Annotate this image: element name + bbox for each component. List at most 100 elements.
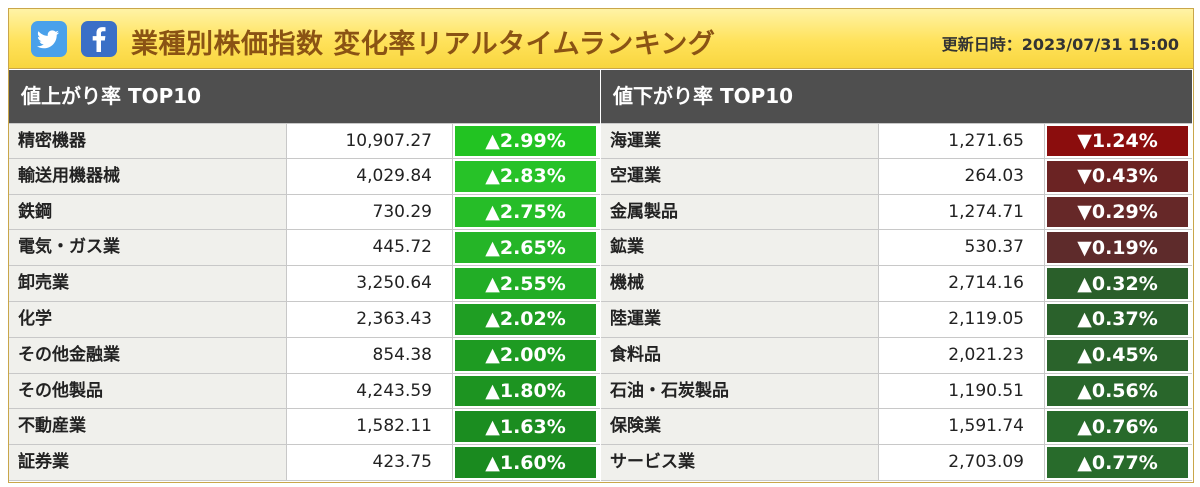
table-row[interactable]: 卸売業 3,250.64 ▲2.55% — [9, 266, 600, 302]
change-rate-badge: ▲0.77% — [1047, 447, 1188, 478]
table-row[interactable]: 金属製品 1,274.71 ▼0.29% — [601, 194, 1192, 231]
index-value: 530.37 — [879, 230, 1045, 266]
sector-name[interactable]: 鉄鋼 — [9, 194, 287, 230]
table-row[interactable]: その他製品 4,243.59 ▲1.80% — [9, 373, 600, 410]
index-value: 1,582.11 — [287, 409, 453, 445]
twitter-icon[interactable] — [31, 21, 67, 57]
sector-name[interactable]: 卸売業 — [9, 266, 287, 301]
index-value: 2,363.43 — [287, 301, 453, 337]
losers-panel: 値下がり率 TOP10 海運業 1,271.65 ▼1.24% 空運業 264.03 ▼0… — [601, 70, 1192, 481]
gainers-table: 精密機器 10,907.27 ▲2.99% 輸送用機器械 4,029.84 ▲2.83% 鉄… — [9, 123, 600, 481]
index-value: 854.38 — [287, 337, 453, 373]
sector-name[interactable]: 電気・ガス業 — [9, 230, 287, 266]
table-row[interactable]: 保険業 1,591.74 ▲0.76% — [601, 409, 1192, 446]
losers-heading: 値下がり率 TOP10 — [601, 70, 1192, 123]
sector-name[interactable]: 不動産業 — [9, 409, 287, 445]
index-value: 1,190.51 — [879, 373, 1045, 409]
index-value: 4,029.84 — [287, 158, 453, 194]
change-cell: ▲1.63% — [453, 409, 600, 445]
sector-name[interactable]: 海運業 — [601, 124, 879, 158]
change-cell: ▲2.00% — [453, 337, 600, 373]
table-row[interactable]: 鉄鋼 730.29 ▲2.75% — [9, 194, 600, 231]
change-rate-badge: ▼0.19% — [1047, 232, 1188, 264]
sector-name[interactable]: 空運業 — [601, 158, 879, 194]
sector-name[interactable]: 鉱業 — [601, 230, 879, 266]
index-value: 730.29 — [287, 194, 453, 230]
title-bar: 業種別株価指数 変化率リアルタイムランキング 更新日時：2023/07/31 1… — [9, 9, 1193, 69]
index-value: 2,714.16 — [879, 266, 1045, 301]
sector-name[interactable]: 金属製品 — [601, 194, 879, 230]
change-cell: ▲2.75% — [453, 194, 600, 230]
table-row[interactable]: 精密機器 10,907.27 ▲2.99% — [9, 123, 600, 159]
index-value: 2,119.05 — [879, 301, 1045, 337]
change-rate-badge: ▲1.63% — [455, 411, 596, 443]
sector-name[interactable]: 機械 — [601, 266, 879, 301]
table-row[interactable]: 食料品 2,021.23 ▲0.45% — [601, 337, 1192, 374]
facebook-icon[interactable] — [81, 21, 117, 57]
change-cell: ▲1.80% — [453, 373, 600, 409]
update-timestamp: 更新日時：2023/07/31 15:00 — [941, 35, 1179, 54]
sector-name[interactable]: その他製品 — [9, 373, 287, 409]
change-cell: ▲2.99% — [453, 124, 600, 158]
sector-name[interactable]: 精密機器 — [9, 124, 287, 158]
sector-name[interactable]: サービス業 — [601, 445, 879, 480]
change-cell: ▲0.56% — [1045, 373, 1192, 409]
index-value: 3,250.64 — [287, 266, 453, 301]
change-rate-badge: ▼1.24% — [1047, 126, 1188, 156]
index-value: 264.03 — [879, 158, 1045, 194]
change-cell: ▼0.29% — [1045, 194, 1192, 230]
sector-name[interactable]: その他金融業 — [9, 337, 287, 373]
change-cell: ▲2.83% — [453, 158, 600, 194]
change-rate-badge: ▲2.99% — [455, 126, 596, 156]
sector-name[interactable]: 陸運業 — [601, 301, 879, 337]
change-cell: ▼0.19% — [1045, 230, 1192, 266]
table-row[interactable]: 陸運業 2,119.05 ▲0.37% — [601, 301, 1192, 338]
change-cell: ▲0.77% — [1045, 445, 1192, 480]
gainers-heading: 値上がり率 TOP10 — [9, 70, 600, 123]
change-rate-badge: ▲0.45% — [1047, 339, 1188, 371]
index-value: 2,021.23 — [879, 337, 1045, 373]
change-rate-badge: ▲0.32% — [1047, 268, 1188, 299]
change-cell: ▲2.55% — [453, 266, 600, 301]
change-cell: ▲2.02% — [453, 301, 600, 337]
index-value: 10,907.27 — [287, 124, 453, 158]
change-cell: ▲0.37% — [1045, 301, 1192, 337]
table-row[interactable]: 空運業 264.03 ▼0.43% — [601, 158, 1192, 195]
sector-name[interactable]: 食料品 — [601, 337, 879, 373]
index-value: 4,243.59 — [287, 373, 453, 409]
table-row[interactable]: 化学 2,363.43 ▲2.02% — [9, 301, 600, 338]
index-value: 1,591.74 — [879, 409, 1045, 445]
change-cell: ▲2.65% — [453, 230, 600, 266]
ranking-widget: 業種別株価指数 変化率リアルタイムランキング 更新日時：2023/07/31 1… — [8, 8, 1194, 483]
index-value: 423.75 — [287, 445, 453, 480]
sector-name[interactable]: 化学 — [9, 301, 287, 337]
table-row[interactable]: 機械 2,714.16 ▲0.32% — [601, 266, 1192, 302]
change-rate-badge: ▲2.02% — [455, 303, 596, 335]
index-value: 2,703.09 — [879, 445, 1045, 480]
table-row[interactable]: 輸送用機器械 4,029.84 ▲2.83% — [9, 158, 600, 195]
sector-name[interactable]: 保険業 — [601, 409, 879, 445]
table-row[interactable]: 海運業 1,271.65 ▼1.24% — [601, 123, 1192, 159]
change-rate-badge: ▲1.60% — [455, 447, 596, 478]
table-row[interactable]: 証券業 423.75 ▲1.60% — [9, 445, 600, 481]
table-row[interactable]: 電気・ガス業 445.72 ▲2.65% — [9, 230, 600, 267]
table-row[interactable]: 鉱業 530.37 ▼0.19% — [601, 230, 1192, 267]
change-cell: ▲1.60% — [453, 445, 600, 480]
gainers-panel: 値上がり率 TOP10 精密機器 10,907.27 ▲2.99% 輸送用機器械 4,0… — [9, 70, 600, 481]
sector-name[interactable]: 石油・石炭製品 — [601, 373, 879, 409]
sector-name[interactable]: 証券業 — [9, 445, 287, 480]
change-cell: ▲0.32% — [1045, 266, 1192, 301]
change-rate-badge: ▲1.80% — [455, 375, 596, 407]
sector-name[interactable]: 輸送用機器械 — [9, 158, 287, 194]
index-value: 1,274.71 — [879, 194, 1045, 230]
change-cell: ▼1.24% — [1045, 124, 1192, 158]
change-rate-badge: ▲0.76% — [1047, 411, 1188, 443]
change-cell: ▲0.76% — [1045, 409, 1192, 445]
index-value: 1,271.65 — [879, 124, 1045, 158]
losers-table: 海運業 1,271.65 ▼1.24% 空運業 264.03 ▼0.43% 金属製品 1,27… — [601, 123, 1192, 481]
table-row[interactable]: 石油・石炭製品 1,190.51 ▲0.56% — [601, 373, 1192, 410]
table-row[interactable]: 不動産業 1,582.11 ▲1.63% — [9, 409, 600, 446]
table-row[interactable]: サービス業 2,703.09 ▲0.77% — [601, 445, 1192, 481]
change-cell: ▲0.45% — [1045, 337, 1192, 373]
table-row[interactable]: その他金融業 854.38 ▲2.00% — [9, 337, 600, 374]
